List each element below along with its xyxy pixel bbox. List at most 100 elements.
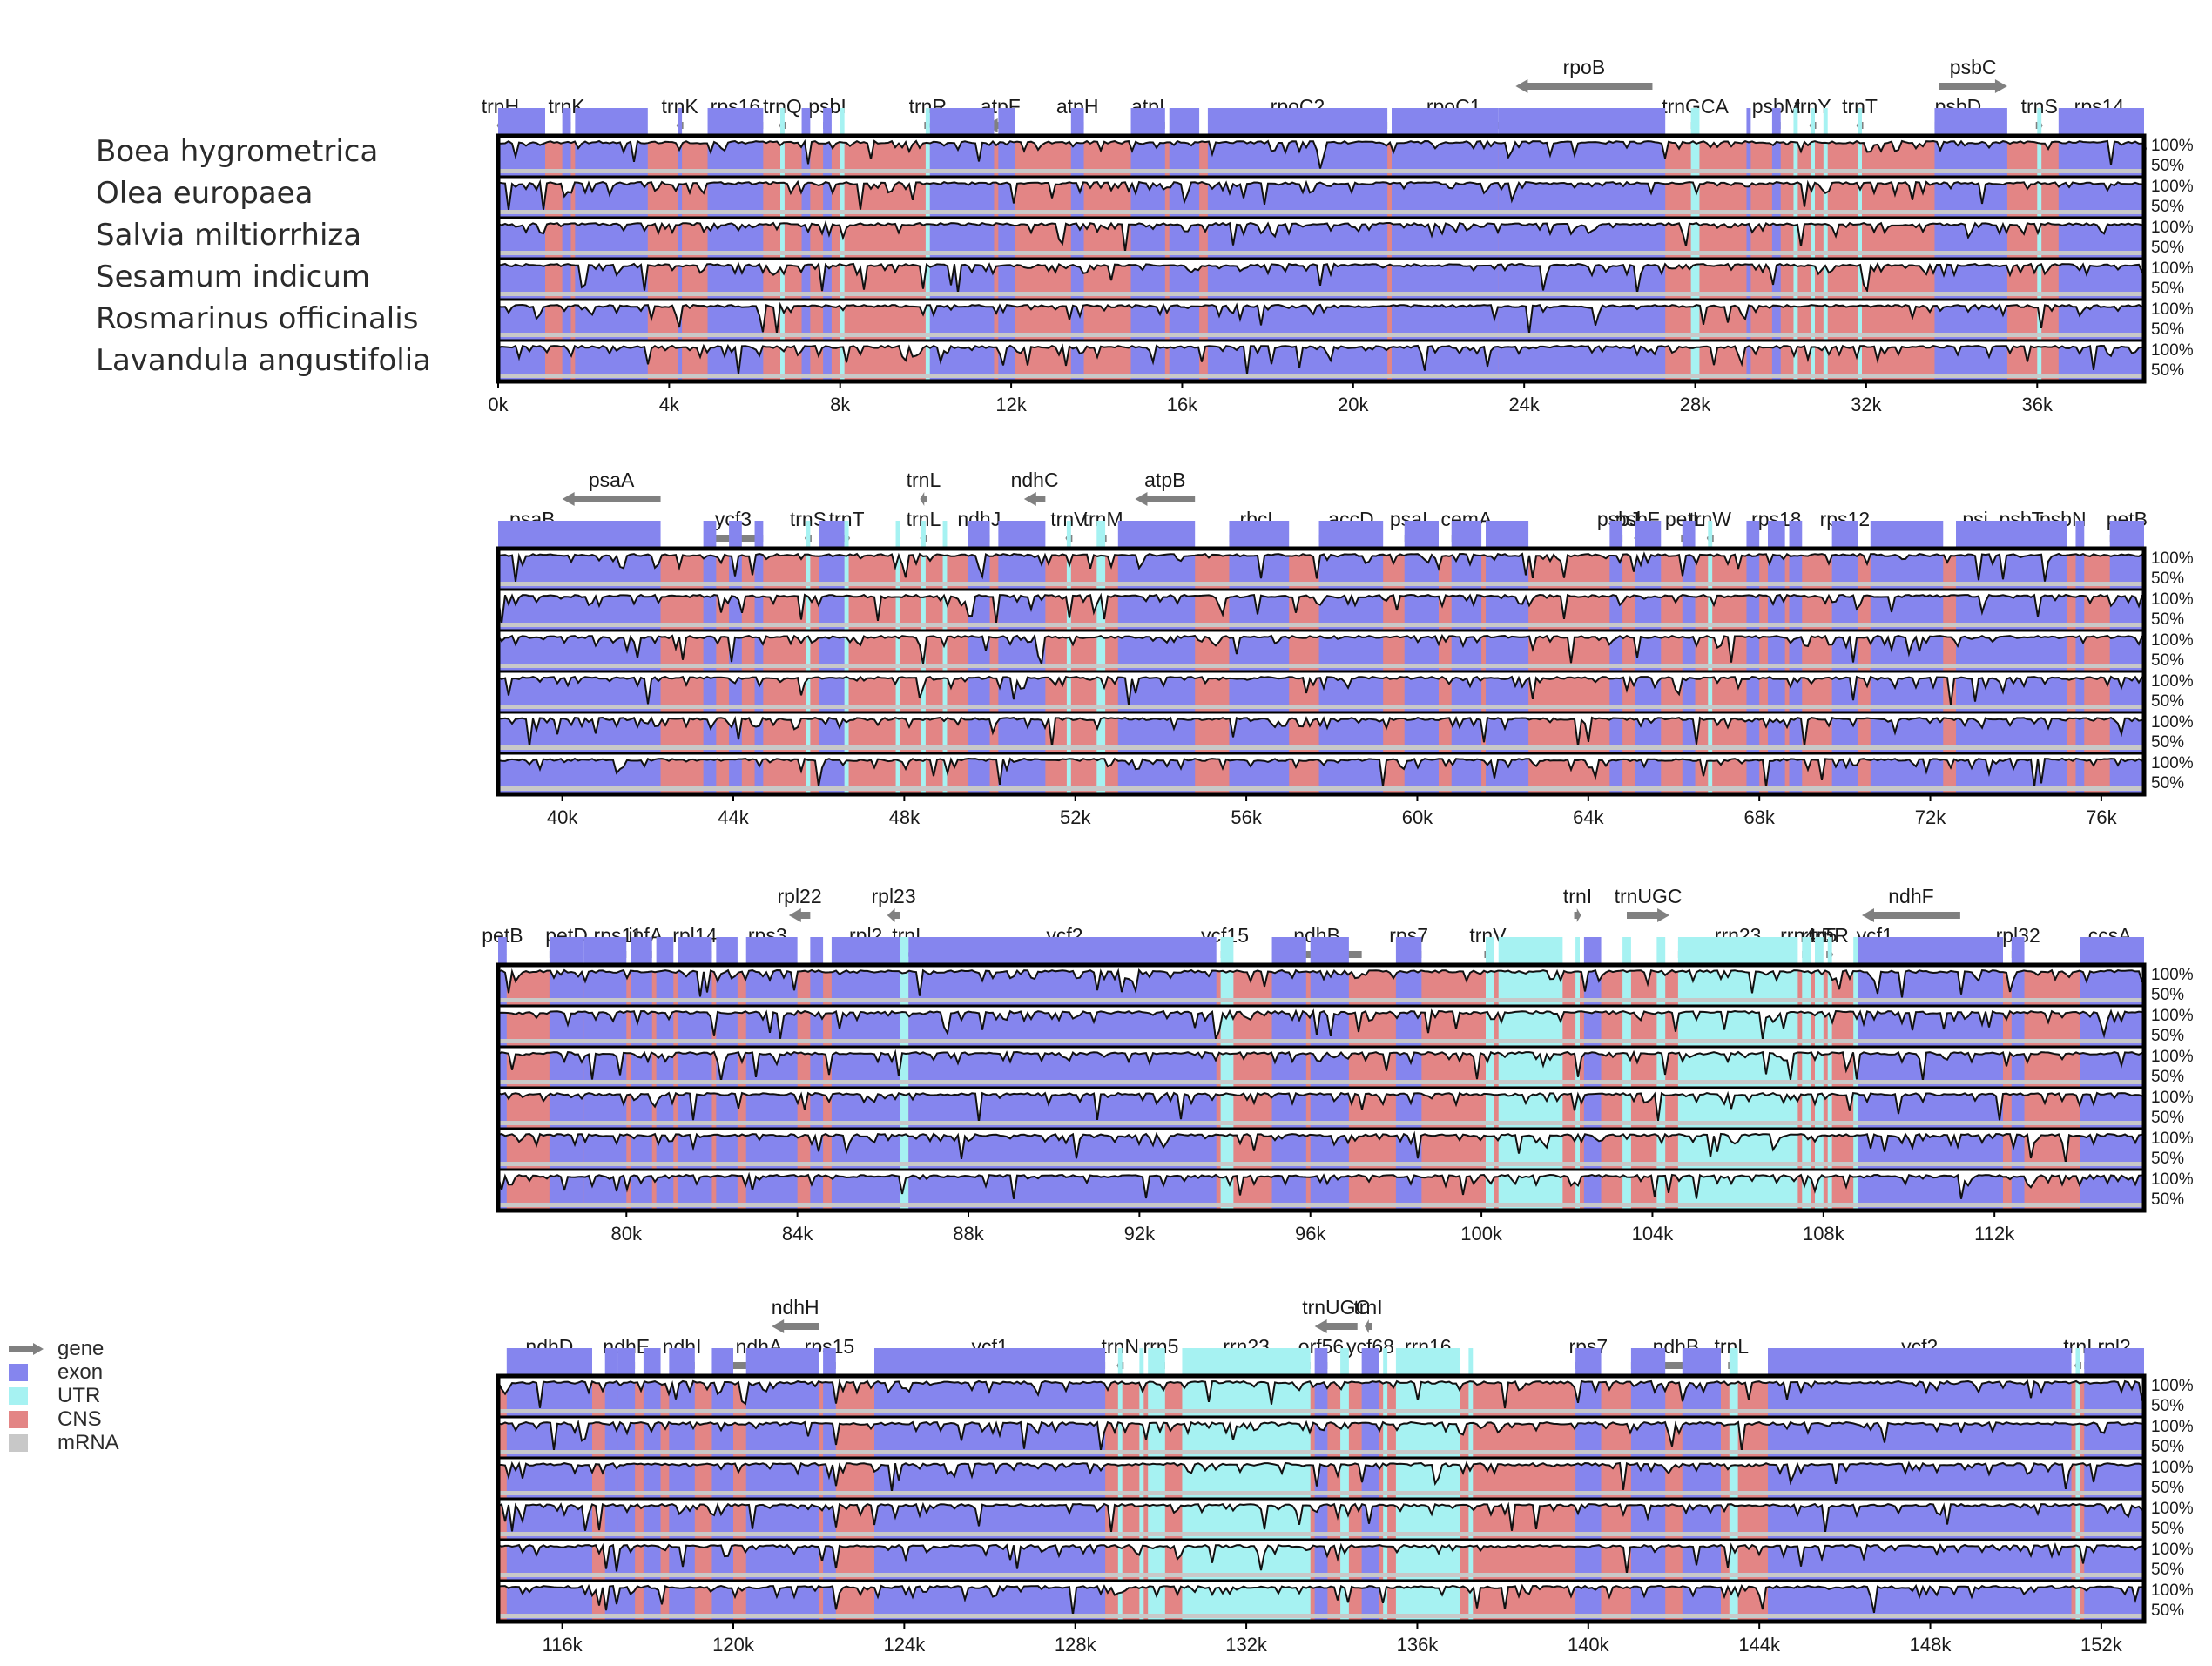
species-label: Boea hygrometrica (96, 134, 379, 169)
annotation-block (929, 108, 995, 134)
feature-fill (810, 1047, 824, 1088)
feature-fill (921, 753, 926, 794)
annotation-block (703, 521, 717, 547)
feature-fill (643, 1499, 661, 1540)
feature-fill (1404, 712, 1413, 753)
legend-swatch (9, 1433, 28, 1452)
identity-label-100: 100% (2151, 966, 2194, 984)
feature-fill (643, 1458, 661, 1499)
annotation-block (1682, 521, 1696, 547)
axis-tick-label: 152k (2080, 1634, 2123, 1656)
feature-fill (1771, 341, 1781, 381)
feature-fill (1771, 136, 1781, 177)
feature-fill (1622, 965, 1631, 1006)
annotation-block (678, 937, 712, 963)
axis-tick-label: 8k (830, 394, 851, 415)
feature-fill (1729, 1581, 1738, 1622)
feature-fill (617, 1499, 636, 1540)
gene-arrow (1862, 908, 1960, 922)
gene-arrow-icon (9, 1342, 44, 1355)
axis-tick-label: 60k (1402, 806, 1433, 828)
identity-label-100: 100% (2151, 219, 2194, 237)
axis-tick-label: 136k (1397, 1634, 1440, 1656)
identity-track: 100%50% (497, 339, 2194, 381)
mrna-bar (498, 292, 2144, 296)
identity-track: 100%50% (497, 1086, 2194, 1129)
annotation-block (1789, 521, 1803, 547)
identity-label-50: 50% (2151, 774, 2184, 793)
feature-fill (617, 1458, 636, 1499)
feature-fill (1066, 631, 1071, 671)
identity-label-50: 50% (2151, 1438, 2184, 1456)
identity-curve (497, 343, 2143, 374)
annotation-block (716, 937, 738, 963)
annotation-block (2075, 521, 2085, 547)
feature-fill (2037, 177, 2042, 218)
feature-fill (1827, 965, 1832, 1006)
annotation-block (1395, 937, 1422, 963)
identity-curve (497, 1379, 2143, 1409)
feature-fill (801, 177, 811, 218)
feature-fill (1404, 631, 1413, 671)
identity-label-50: 50% (2151, 198, 2184, 216)
feature-fill (1383, 1499, 1388, 1540)
identity-track: 100%50% (497, 752, 2194, 794)
feature-fill (780, 341, 785, 381)
feature-fill (806, 590, 811, 631)
feature-fill (1622, 1047, 1631, 1088)
feature-fill (1148, 1417, 1157, 1458)
mrna-bar (498, 998, 2144, 1002)
feature-fill (1858, 177, 1862, 218)
feature-fill (1340, 1540, 1349, 1581)
gene-label: psaA (589, 469, 635, 491)
identity-track: 100%50% (498, 134, 2194, 177)
feature-fill (1853, 1088, 1858, 1129)
gene-label: trnI (1353, 1296, 1382, 1319)
feature-fill (844, 549, 849, 590)
feature-fill (678, 177, 683, 218)
feature-fill (656, 965, 674, 1006)
feature-fill (1802, 1006, 1811, 1047)
feature-fill (823, 136, 832, 177)
feature-fill (1811, 259, 1815, 300)
feature-fill (703, 631, 717, 671)
feature-fill (823, 218, 832, 259)
axis-tick-label: 56k (1231, 806, 1262, 828)
annotation-block (1583, 937, 1602, 963)
feature-fill (895, 671, 900, 712)
feature-fill (1361, 1540, 1379, 1581)
annotation-block (1314, 1348, 1328, 1374)
axis-tick-label: 72k (1915, 806, 1946, 828)
feature-fill (1096, 631, 1106, 671)
annotation-block (1609, 521, 1623, 547)
feature-fill (2075, 712, 2085, 753)
identity-mask (498, 1006, 2144, 1040)
feature-fill (1853, 1170, 1858, 1211)
feature-fill (2075, 1581, 2080, 1622)
identity-mask (498, 590, 2144, 624)
annotation-block (631, 937, 652, 963)
annotation-block (1858, 937, 2003, 963)
feature-fill (1708, 753, 1713, 794)
mrna-bar (498, 1121, 2144, 1125)
feature-fill (1793, 341, 1798, 381)
feature-fill (1708, 549, 1713, 590)
feature-fill (1708, 712, 1713, 753)
feature-fill (801, 218, 811, 259)
feature-fill (1117, 1540, 1123, 1581)
feature-fill (942, 753, 948, 794)
feature-fill (643, 1376, 661, 1417)
legend-item-mrna: mRNA (9, 1431, 119, 1454)
feature-fill (1157, 1581, 1165, 1622)
identity-label-50: 50% (2151, 692, 2184, 711)
axis-tick-label: 128k (1055, 1634, 1097, 1656)
annotation-block (900, 937, 909, 963)
identity-track: 100%50% (497, 670, 2194, 712)
axis-tick-label: 100k (1460, 1223, 1503, 1244)
feature-fill (1771, 177, 1781, 218)
feature-fill (1853, 965, 1858, 1006)
annotation-block (1768, 521, 1785, 547)
feature-fill (1622, 1088, 1631, 1129)
legend-label: UTR (57, 1383, 101, 1407)
identity-label-50: 50% (2151, 1520, 2184, 1538)
